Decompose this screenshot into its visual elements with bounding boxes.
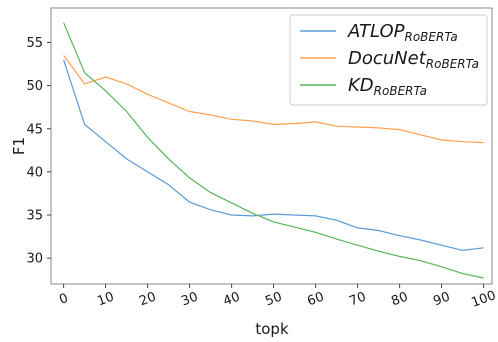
y-tick-label-55: 55 (26, 36, 43, 51)
plot-frame (50, 7, 493, 285)
y-axis-ticks: 30 35 40 45 50 55 (26, 36, 51, 267)
y-axis-label: F1 (10, 137, 28, 155)
x-tick-label-40: 40 (221, 290, 242, 310)
x-tick-label-90: 90 (431, 290, 452, 310)
y-tick-label-50: 50 (26, 79, 43, 94)
series-line-atlop (63, 59, 484, 251)
x-tick-label-0: 0 (57, 291, 70, 308)
y-tick-label-45: 45 (26, 122, 43, 137)
x-tick-label-10: 10 (95, 290, 116, 310)
x-tick-label-20: 20 (137, 290, 158, 310)
x-tick-label-100: 100 (470, 288, 498, 311)
x-tick-label-30: 30 (179, 290, 200, 310)
legend-label-kd: KDRoBERTa (348, 75, 427, 98)
x-axis-ticks: 0 10 20 30 40 50 60 70 80 90 100 (57, 284, 498, 311)
legend-label-docunet: DocuNetRoBERTa (348, 48, 479, 71)
legend: ATLOPRoBERTa DocuNetRoBERTa KDRoBERTa (289, 14, 488, 106)
x-axis-label: topk (255, 320, 289, 338)
legend-label-atlop: ATLOPRoBERTa (347, 21, 458, 44)
x-tick-label-80: 80 (389, 290, 410, 310)
series-line-docunet (63, 55, 484, 144)
x-tick-label-70: 70 (347, 290, 368, 310)
series-line-kd (63, 22, 484, 279)
x-tick-label-60: 60 (305, 290, 326, 310)
y-tick-label-35: 35 (26, 209, 43, 224)
legend-box (289, 14, 488, 106)
series-layer (63, 22, 484, 279)
y-tick-label-30: 30 (26, 252, 43, 267)
y-tick-label-40: 40 (26, 165, 43, 180)
x-tick-label-50: 50 (263, 290, 284, 310)
